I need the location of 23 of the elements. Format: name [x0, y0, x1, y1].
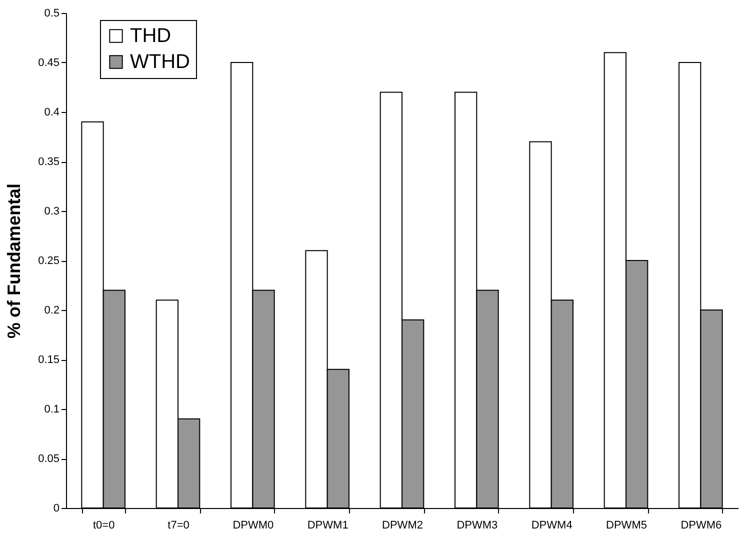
x-tick-label: DPWM6 [680, 520, 722, 532]
y-tick-label: 0.35 [38, 156, 60, 168]
y-tick-label: 0.25 [38, 255, 60, 267]
y-tick-label: 0.1 [44, 404, 60, 416]
y-tick-label: 0.45 [38, 57, 60, 69]
y-tick-label: 0.2 [44, 304, 60, 316]
x-tick-label: DPWM3 [456, 520, 498, 532]
x-tick-label: DPWM1 [307, 520, 348, 532]
y-tick-label: 0.4 [44, 106, 60, 118]
y-tick-label: 0.3 [44, 206, 60, 218]
y-tick-label: 0.05 [38, 453, 60, 465]
x-tick-label: DPWM5 [606, 520, 647, 532]
y-tick-label: 0 [53, 502, 60, 514]
y-tick-label: 0.5 [44, 8, 60, 20]
y-axis-title: % of Fundamental [4, 183, 24, 339]
x-tick-label: t0=0 [92, 520, 115, 532]
x-tick-label: DPWM4 [531, 520, 572, 532]
legend-label: WTHD [130, 51, 190, 73]
x-tick-label: DPWM0 [232, 520, 274, 532]
legend-label: THD [130, 25, 172, 47]
y-tick-label: 0.15 [38, 354, 60, 366]
x-tick-label: t7=0 [168, 520, 190, 532]
x-tick-label: DPWM2 [382, 520, 423, 532]
